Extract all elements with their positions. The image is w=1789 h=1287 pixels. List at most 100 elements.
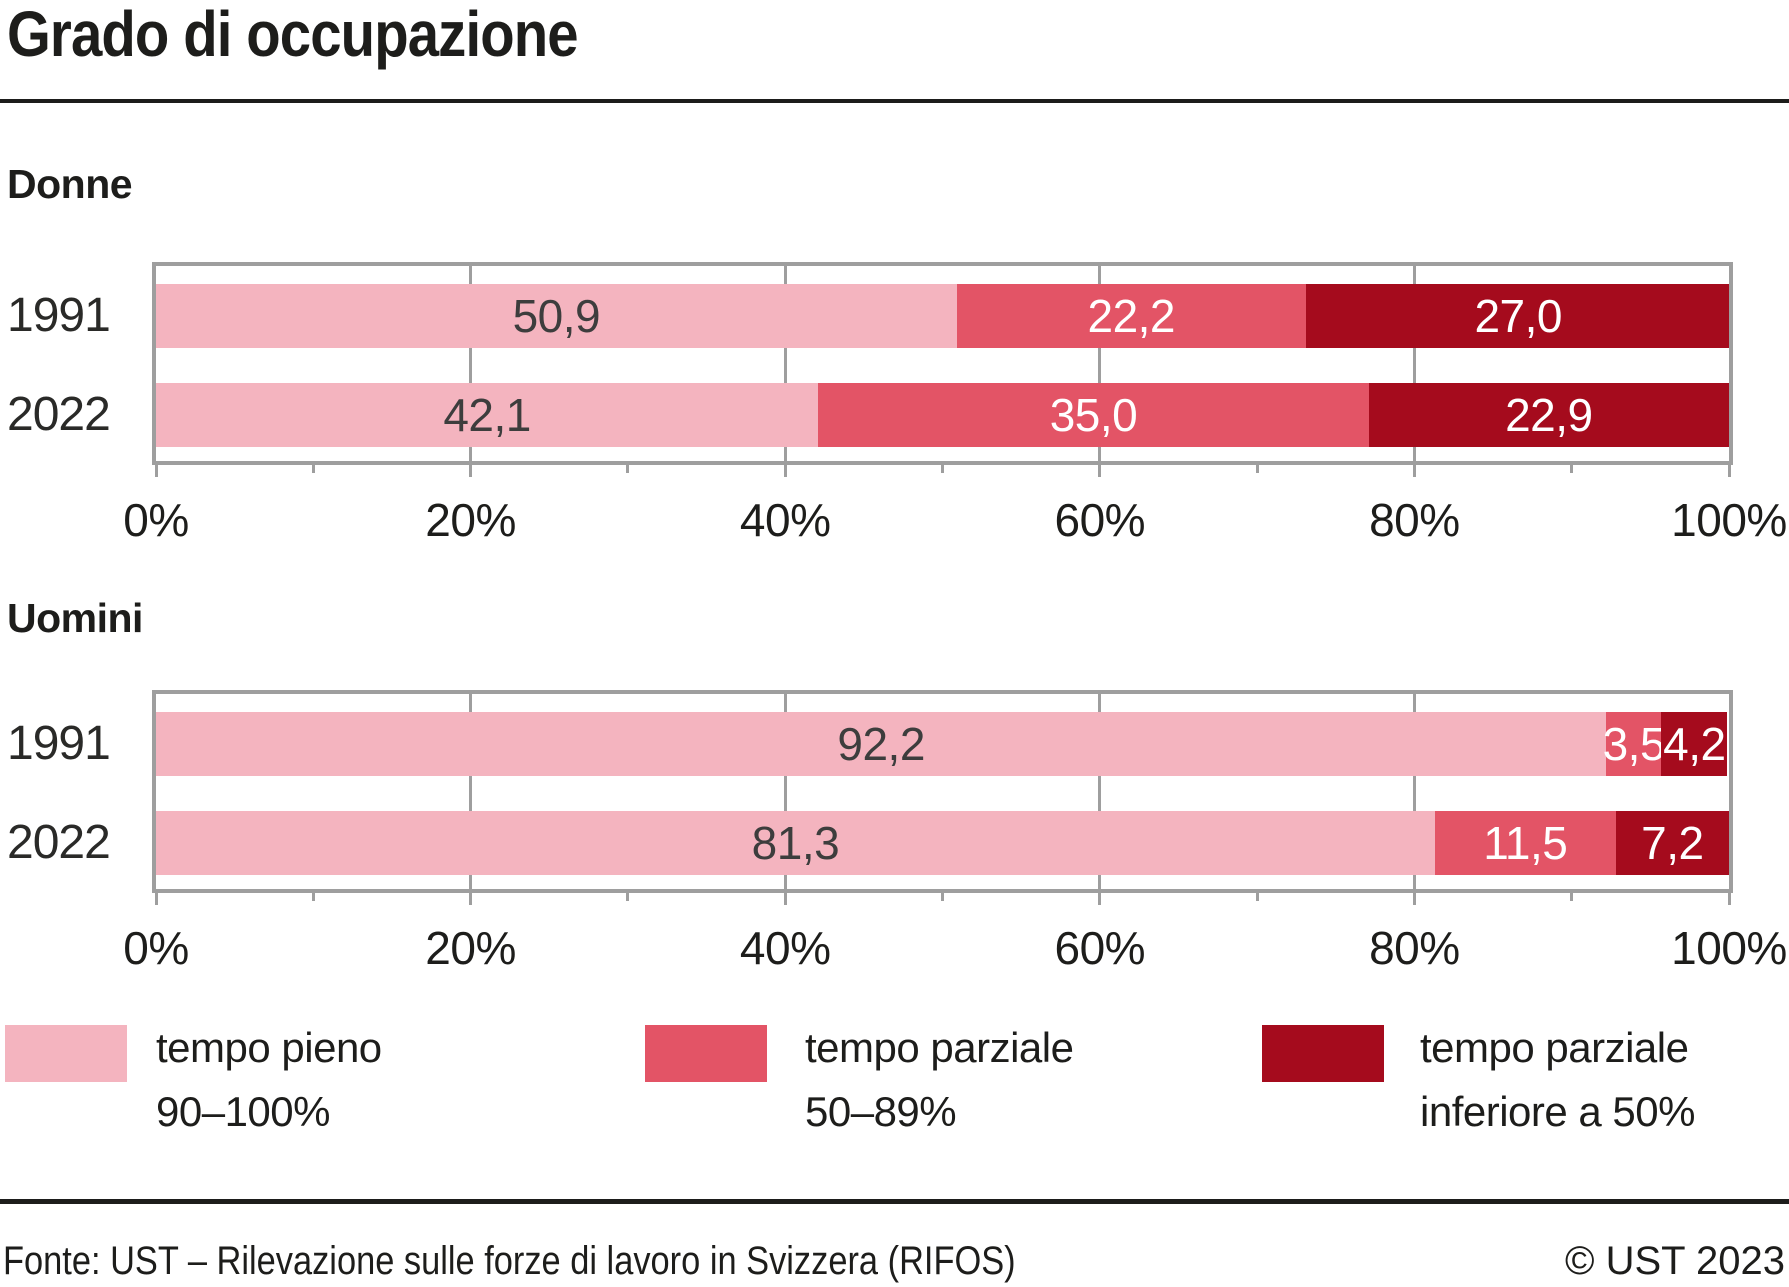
- x-tick-label-40: 40%: [739, 922, 831, 974]
- minor-tick-50: [941, 893, 944, 901]
- bar-value-label: 35,0: [1049, 389, 1138, 441]
- major-tick-0: [154, 893, 158, 905]
- bar-segment: 50,9: [156, 284, 957, 348]
- x-tick-label-60: 60%: [1054, 922, 1146, 974]
- bar-row-2022: 81,3 11,5 7,2: [156, 811, 1729, 875]
- bar-value-label: 3,5: [1602, 718, 1666, 770]
- year-label-1991: 1991: [7, 717, 111, 770]
- bar-segment: 7,2: [1615, 811, 1729, 875]
- legend-swatch-part_time_50_89: [645, 1025, 767, 1082]
- x-tick-label-20: 20%: [425, 494, 516, 546]
- major-tick-20: [469, 465, 473, 477]
- gridline-20: [469, 266, 473, 461]
- plot-area: 92,2 3,5 4,2 81,3 11,5 7,2: [152, 690, 1733, 893]
- bar-value-label: 22,2: [1087, 290, 1176, 342]
- legend-label: tempo parziale inferiore a 50%: [1420, 1016, 1696, 1144]
- major-tick-40: [783, 893, 787, 905]
- bar-value-label: 81,3: [751, 817, 840, 869]
- legend: tempo pieno 90–100% tempo parziale 50–89% te…: [0, 1024, 1789, 1185]
- major-tick-0: [154, 465, 158, 477]
- x-tick-label-100: 100%: [1671, 494, 1787, 546]
- bar-segment: 22,2: [956, 284, 1306, 348]
- minor-tick-90: [1570, 893, 1574, 901]
- gridline-40: [783, 266, 787, 461]
- legend-label: tempo pieno 90–100%: [156, 1016, 382, 1144]
- year-label-2022: 2022: [7, 388, 111, 441]
- minor-tick-10: [311, 465, 315, 473]
- legend-label-line1: tempo parziale: [1420, 1024, 1689, 1071]
- bar-segment: 4,2: [1661, 712, 1728, 776]
- year-label-1991: 1991: [7, 289, 111, 342]
- section-header-uomini: Uomini: [7, 595, 143, 641]
- major-tick-60: [1098, 893, 1102, 905]
- major-tick-100: [1727, 893, 1731, 905]
- legend-swatch-full_time: [5, 1025, 127, 1082]
- legend-label-line2: inferiore a 50%: [1420, 1088, 1696, 1135]
- major-tick-100: [1727, 465, 1731, 477]
- bar-segment: 22,9: [1368, 383, 1729, 447]
- x-tick-label-60: 60%: [1054, 494, 1146, 546]
- chart-uomini: 1991 2022 92,2 3,5 4,2 81,3 11,5 7,2 0% 20% 40% 60%…: [0, 690, 1789, 974]
- legend-label-line2: 90–100%: [156, 1088, 330, 1135]
- bar-segment: 3,5: [1603, 712, 1666, 776]
- legend-label: tempo parziale 50–89%: [805, 1016, 1074, 1144]
- bar-row-1991: 92,2 3,5 4,2: [156, 712, 1729, 776]
- x-tick-label-0: 0%: [123, 494, 189, 546]
- minor-tick-50: [941, 465, 944, 473]
- bar-value-label: 50,9: [512, 290, 601, 342]
- year-label-2022: 2022: [7, 816, 111, 869]
- legend-swatch-part_time_below_50: [1262, 1025, 1384, 1082]
- footer-source: Fonte: UST – Rilevazione sulle forze di …: [3, 1239, 1016, 1283]
- x-tick-label-80: 80%: [1369, 922, 1460, 974]
- bar-value-label: 7,2: [1641, 817, 1704, 869]
- plot-area: 50,9 22,2 27,0 42,1 35,0 22,9: [152, 262, 1733, 465]
- bar-value-label: 11,5: [1483, 817, 1568, 869]
- gridline-40: [783, 694, 787, 889]
- bar-value-label: 27,0: [1474, 290, 1562, 342]
- footer-divider: [0, 1199, 1789, 1204]
- page-title: Grado di occupazione: [7, 0, 579, 70]
- gridline-80: [1412, 266, 1416, 461]
- bar-segment: 81,3: [156, 811, 1435, 875]
- gridline-80: [1412, 694, 1416, 889]
- bar-value-label: 22,9: [1505, 389, 1593, 441]
- major-tick-80: [1412, 465, 1416, 477]
- bar-segment: 11,5: [1434, 811, 1616, 875]
- footer-copyright: © UST 2023: [1565, 1239, 1785, 1283]
- major-tick-60: [1098, 465, 1102, 477]
- major-tick-40: [783, 465, 787, 477]
- minor-tick-30: [626, 465, 630, 473]
- bar-segment: 35,0: [818, 383, 1369, 447]
- x-tick-label-0: 0%: [123, 922, 189, 974]
- legend-label-line1: tempo parziale: [805, 1024, 1074, 1071]
- legend-label-line2: 50–89%: [805, 1088, 957, 1135]
- gridline-60: [1098, 266, 1102, 461]
- gridline-60: [1098, 694, 1102, 889]
- minor-tick-30: [626, 893, 630, 901]
- bar-segment: 92,2: [156, 712, 1607, 776]
- section-header-donne: Donne: [7, 161, 133, 207]
- x-tick-label-80: 80%: [1369, 494, 1460, 546]
- x-axis: [154, 893, 1731, 907]
- bar-row-2022: 42,1 35,0 22,9: [156, 383, 1729, 447]
- title-divider: [0, 99, 1789, 103]
- bar-segment: 27,0: [1305, 284, 1729, 348]
- x-tick-label-40: 40%: [739, 494, 831, 546]
- x-tick-label-100: 100%: [1671, 922, 1787, 974]
- minor-tick-90: [1570, 465, 1574, 473]
- gridline-20: [469, 694, 473, 889]
- bar-value-label: 42,1: [443, 389, 531, 441]
- x-axis: [154, 465, 1731, 479]
- major-tick-80: [1412, 893, 1416, 905]
- major-tick-20: [469, 893, 473, 905]
- minor-tick-70: [1255, 465, 1259, 473]
- legend-label-line1: tempo pieno: [156, 1024, 382, 1071]
- bar-row-1991: 50,9 22,2 27,0: [156, 284, 1729, 348]
- minor-tick-70: [1255, 893, 1259, 901]
- chart-donne: 1991 2022 50,9 22,2 27,0 42,1 35,0 22,9 0% 20% 40%…: [0, 262, 1789, 546]
- x-tick-label-20: 20%: [425, 922, 516, 974]
- bar-value-label: 4,2: [1663, 718, 1726, 770]
- bar-segment: 42,1: [156, 383, 819, 447]
- bar-value-label: 92,2: [837, 718, 925, 770]
